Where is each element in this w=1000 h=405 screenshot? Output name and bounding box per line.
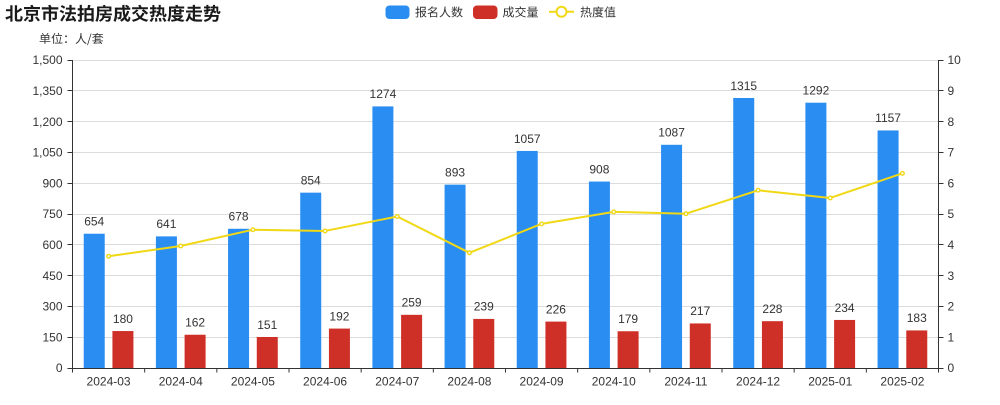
svg-text:1,500: 1,500 <box>32 53 62 67</box>
svg-text:893: 893 <box>445 165 465 179</box>
svg-text:2024-05: 2024-05 <box>231 375 275 389</box>
svg-text:180: 180 <box>113 312 133 326</box>
svg-text:7: 7 <box>948 146 955 160</box>
svg-text:1,350: 1,350 <box>32 84 62 98</box>
svg-text:908: 908 <box>589 162 609 176</box>
svg-text:1: 1 <box>948 330 955 344</box>
svg-text:217: 217 <box>690 304 710 318</box>
svg-text:162: 162 <box>185 316 205 330</box>
svg-text:654: 654 <box>84 215 104 229</box>
svg-text:600: 600 <box>42 238 62 252</box>
svg-text:2025-02: 2025-02 <box>880 375 924 389</box>
svg-text:3: 3 <box>948 269 955 283</box>
svg-text:641: 641 <box>156 217 176 231</box>
svg-text:179: 179 <box>618 312 638 326</box>
svg-text:1,200: 1,200 <box>32 115 62 129</box>
svg-text:1,050: 1,050 <box>32 146 62 160</box>
svg-text:0: 0 <box>56 361 63 375</box>
svg-text:150: 150 <box>42 330 62 344</box>
svg-text:2024-07: 2024-07 <box>375 375 419 389</box>
svg-text:4: 4 <box>948 238 955 252</box>
svg-text:0: 0 <box>948 361 955 375</box>
svg-text:9: 9 <box>948 84 955 98</box>
svg-text:678: 678 <box>229 210 249 224</box>
svg-text:2024-04: 2024-04 <box>159 375 203 389</box>
svg-text:900: 900 <box>42 176 62 190</box>
svg-text:1315: 1315 <box>730 79 757 93</box>
svg-text:10: 10 <box>948 53 962 67</box>
svg-text:192: 192 <box>329 309 349 323</box>
svg-text:234: 234 <box>835 301 855 315</box>
svg-text:259: 259 <box>402 296 422 310</box>
svg-text:5: 5 <box>948 207 955 221</box>
svg-text:2024-11: 2024-11 <box>664 375 707 389</box>
svg-text:2024-09: 2024-09 <box>520 375 564 389</box>
svg-text:1292: 1292 <box>803 84 830 98</box>
svg-text:750: 750 <box>42 207 62 221</box>
svg-text:183: 183 <box>907 311 927 325</box>
svg-text:854: 854 <box>301 173 321 187</box>
svg-text:226: 226 <box>546 302 566 316</box>
svg-text:8: 8 <box>948 115 955 129</box>
svg-text:2025-01: 2025-01 <box>808 375 852 389</box>
svg-text:2: 2 <box>948 300 955 314</box>
svg-text:6: 6 <box>948 176 955 190</box>
svg-text:300: 300 <box>42 300 62 314</box>
svg-text:450: 450 <box>42 269 62 283</box>
svg-text:228: 228 <box>762 302 782 316</box>
svg-text:1057: 1057 <box>514 132 541 146</box>
svg-text:1274: 1274 <box>370 87 397 101</box>
svg-text:2024-12: 2024-12 <box>736 375 780 389</box>
svg-text:2024-08: 2024-08 <box>447 375 491 389</box>
svg-text:2024-03: 2024-03 <box>87 375 131 389</box>
svg-text:2024-10: 2024-10 <box>592 375 636 389</box>
svg-text:239: 239 <box>474 300 494 314</box>
svg-text:151: 151 <box>257 318 277 332</box>
svg-text:1157: 1157 <box>875 111 901 125</box>
svg-text:1087: 1087 <box>658 126 685 140</box>
svg-text:2024-06: 2024-06 <box>303 375 347 389</box>
